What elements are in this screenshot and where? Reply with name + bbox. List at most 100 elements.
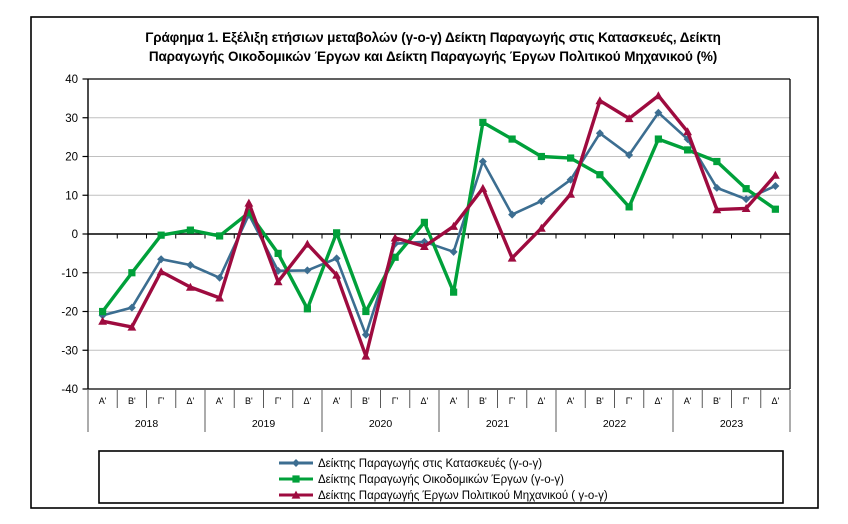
x-axis-quarter-label: Γ': [275, 396, 282, 406]
y-axis-label: 0: [72, 229, 78, 241]
x-axis-quarter-label: Α': [216, 396, 224, 406]
data-point-marker: [684, 146, 692, 154]
x-axis-year-label: 2023: [720, 418, 744, 430]
data-point-marker: [127, 303, 136, 312]
x-axis-quarter-label: Γ': [509, 396, 516, 406]
x-axis-category-table: Α' Β' Γ' Δ' Α' Β' Γ' Δ' Α' Β' Γ' Δ' Α' Β' Γ' Δ' Α' Β' Γ' Δ'…: [87, 390, 791, 432]
data-point-marker: [185, 282, 195, 291]
data-point-marker: [537, 197, 546, 206]
x-axis-year-label: 2018: [135, 418, 159, 430]
data-point-marker: [449, 247, 458, 256]
data-point-marker: [332, 270, 342, 279]
x-axis-quarter-label: Β': [362, 396, 370, 406]
data-point-marker: [742, 195, 751, 204]
data-point-marker: [713, 157, 721, 166]
data-point-marker: [186, 226, 194, 234]
data-point-marker: [479, 118, 487, 126]
legend-item: Δείκτης Παραγωγής Οικοδομικών Έργων (γ-ο…: [279, 474, 564, 486]
x-axis-quarter-label: Β': [245, 396, 253, 406]
data-point-marker: [215, 293, 225, 302]
data-point-marker: [742, 185, 750, 193]
x-axis-quarter-label: Δ': [304, 396, 312, 406]
x-axis-quarter-label: Δ': [655, 396, 663, 406]
x-axis-quarter-label: Α': [684, 396, 692, 406]
data-point-marker: [391, 253, 399, 261]
data-point-marker: [157, 231, 165, 239]
data-point-marker: [741, 204, 751, 213]
data-point-marker: [478, 183, 488, 192]
x-axis-quarter-label: Δ': [772, 396, 780, 406]
data-point-marker: [567, 154, 575, 162]
data-point-marker: [449, 221, 459, 230]
x-axis-quarter-label: Β': [713, 396, 721, 406]
x-axis-year-label: 2021: [486, 418, 510, 430]
data-point-marker: [274, 249, 282, 257]
data-point-marker: [654, 135, 662, 143]
chart-title-line2: Παραγωγής Οικοδομικών Έργων και Δείκτη Π…: [149, 49, 717, 64]
y-axis-label: 30: [65, 113, 78, 125]
data-point-marker: [302, 239, 312, 248]
x-axis-quarter-label: Γ': [626, 396, 633, 406]
x-axis-quarter-label: Γ': [158, 396, 165, 406]
data-point-marker: [566, 175, 575, 184]
x-axis-quarter-label: Α': [567, 396, 575, 406]
figure-border: [30, 16, 819, 509]
legend-marker-icon: [292, 475, 300, 483]
data-point-marker: [595, 129, 604, 138]
data-point-marker: [478, 157, 487, 166]
data-point-marker: [654, 108, 663, 117]
legend-box: Δείκτης Παραγωγής στις Κατασκευές (γ-ο-γ…: [98, 450, 784, 504]
data-point-marker: [127, 322, 137, 331]
x-axis-quarter-label: Β': [596, 396, 604, 406]
legend-label: Δείκτης Παραγωγής στις Κατασκευές (γ-ο-γ…: [318, 458, 542, 470]
data-point-marker: [450, 288, 458, 296]
data-point-marker: [595, 96, 605, 105]
data-point-marker: [156, 267, 166, 276]
data-point-marker: [361, 351, 371, 360]
x-axis-quarter-label: Β': [479, 396, 487, 406]
legend-label: Δείκτης Παραγωγής Οικοδομικών Έργων (γ-ο…: [318, 474, 564, 486]
series-line-2: [100, 93, 778, 358]
data-point-marker: [712, 205, 722, 214]
data-point-marker: [771, 205, 779, 213]
x-axis-year-label: 2020: [369, 418, 393, 430]
legend-label: Δείκτης Παραγωγής Έργων Πολιτικού Μηχανι…: [318, 490, 608, 502]
data-point-marker: [303, 266, 312, 275]
y-axis-label: 40: [65, 74, 78, 86]
data-point-marker: [507, 253, 517, 262]
data-point-marker: [419, 242, 429, 250]
y-axis-label: 10: [65, 190, 78, 202]
data-point-marker: [98, 316, 108, 325]
data-point-marker: [99, 307, 107, 316]
x-axis-year-label: 2022: [603, 418, 627, 430]
plot-area: 40 30 20 10 0 -10 -20 -30 -40: [61, 74, 791, 396]
y-axis-label: -20: [61, 307, 78, 319]
y-axis-label: -40: [61, 384, 78, 396]
legend-item: Δείκτης Παραγωγής Έργων Πολιτικού Μηχανι…: [279, 490, 608, 502]
legend-border: [98, 450, 784, 504]
data-point-marker: [625, 203, 633, 211]
x-axis-quarter-label: Α': [99, 396, 107, 406]
data-point-marker: [390, 233, 400, 242]
data-point-marker: [625, 150, 634, 159]
data-point-marker: [273, 277, 283, 286]
data-point-marker: [653, 91, 663, 100]
data-point-marker: [362, 307, 370, 316]
data-point-marker: [566, 189, 576, 198]
series-line-1: [100, 120, 778, 314]
legend-marker-icon: [291, 490, 301, 499]
data-point-marker: [361, 330, 370, 339]
data-point-marker: [245, 209, 253, 217]
data-point-marker: [303, 305, 311, 313]
x-axis-quarter-label: Α': [450, 396, 458, 406]
x-axis-year-label: 2019: [252, 418, 276, 430]
x-axis-quarter-label: Δ': [538, 396, 546, 406]
x-axis-quarter-label: Α': [333, 396, 341, 406]
data-point-marker: [244, 198, 254, 207]
x-axis-quarter-label: Δ': [421, 396, 429, 406]
data-point-marker: [333, 229, 341, 237]
data-point-marker: [508, 210, 517, 219]
data-point-marker: [420, 218, 428, 226]
data-point-marker: [683, 127, 693, 136]
